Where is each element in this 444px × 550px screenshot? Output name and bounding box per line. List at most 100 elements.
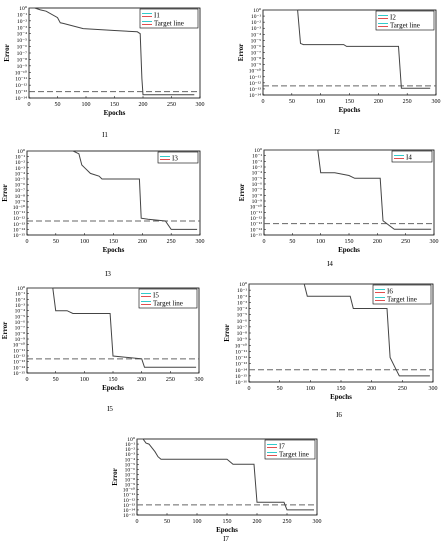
x-tick-label: 200	[138, 239, 147, 245]
y-tick-label: 10⁻⁸	[15, 331, 25, 337]
x-tick-label: 0	[248, 386, 251, 392]
y-tick-label: 10⁻⁴	[15, 309, 25, 315]
y-tick-label: 10⁻²	[237, 294, 247, 300]
y-tick-label: 10⁻¹⁰	[235, 342, 248, 349]
chart-panel-5: 10⁰10⁻¹10⁻²10⁻³10⁻⁴10⁻⁵10⁻⁶10⁻⁷10⁻⁸10⁻⁹1…	[1, 285, 204, 413]
x-tick-label: 250	[167, 239, 176, 245]
y-tick-label: 10⁻¹⁰	[250, 204, 263, 211]
x-tick-label: 200	[137, 377, 146, 383]
y-tick-label: 10⁻¹²	[123, 498, 135, 504]
x-tick-label: 0	[28, 102, 31, 108]
y-tick-label: 10⁻¹³	[15, 90, 27, 96]
x-tick-label: 150	[109, 377, 118, 383]
x-axis-label: Epochs	[330, 393, 352, 401]
y-tick-label: 10⁻¹³	[13, 360, 25, 366]
legend-entry: Target line	[154, 20, 184, 28]
y-tick-label: 10⁻³	[17, 25, 27, 31]
y-tick-label: 10⁻⁶	[125, 467, 135, 473]
legend-box	[375, 10, 435, 31]
x-tick-label: 150	[109, 239, 118, 245]
y-tick-label: 10⁻⁵	[17, 38, 27, 44]
panel-caption: I2	[334, 128, 340, 136]
y-tick-label: 10⁰	[239, 281, 248, 288]
y-tick-label: 10⁻⁴	[15, 171, 25, 177]
y-tick-label: 10⁻²	[125, 447, 135, 453]
y-tick-label: 10⁻¹⁴	[249, 93, 261, 99]
y-tick-label: 10⁻⁸	[251, 57, 261, 63]
plot-area-frame	[26, 150, 201, 236]
chart-panel-6: 10⁰10⁻¹10⁻²10⁻³10⁻⁴10⁻⁵10⁻⁶10⁻⁷10⁻⁸10⁻⁹1…	[223, 281, 438, 419]
y-axis-label: Error	[223, 324, 231, 341]
x-axis-label: Epochs	[103, 246, 125, 254]
y-axis-label: Error	[237, 44, 245, 61]
y-tick-label: 10⁻⁸	[15, 194, 25, 200]
y-tick-label: 10⁻³	[252, 165, 262, 171]
y-tick-label: 10⁻¹³	[123, 503, 135, 509]
legend-entry: I2	[390, 14, 396, 22]
chart-panel-4: 10⁰10⁻¹10⁻²10⁻³10⁻⁴10⁻⁵10⁻⁶10⁻⁷10⁻⁸10⁻⁹1…	[238, 147, 439, 268]
y-tick-label: 10⁻⁷	[237, 325, 247, 331]
y-tick-label: 10⁻¹¹	[249, 75, 261, 81]
y-tick-label: 10⁻¹⁰	[13, 204, 26, 211]
x-tick-label: 0	[263, 239, 266, 245]
legend-entry: Target line	[279, 451, 309, 459]
y-tick-label: 10⁻⁵	[125, 462, 135, 468]
y-tick-label: 10⁻¹⁴	[235, 368, 247, 374]
y-tick-label: 10⁻¹	[252, 154, 262, 160]
y-tick-label: 10⁻¹¹	[15, 77, 27, 83]
y-tick-label: 10⁻⁴	[251, 32, 261, 38]
y-tick-label: 10⁻¹⁴	[15, 96, 27, 102]
y-tick-label: 10⁻¹⁵	[123, 513, 135, 519]
x-tick-label: 200	[253, 519, 262, 525]
y-tick-label: 10⁻⁹	[125, 483, 135, 489]
y-tick-label: 10⁻¹¹	[13, 211, 25, 217]
legend-entry: I6	[387, 288, 393, 296]
legend-entry: Target line	[153, 300, 183, 308]
y-tick-label: 10⁻³	[251, 26, 261, 32]
y-tick-label: 10⁻¹	[251, 14, 261, 20]
x-tick-label: 100	[193, 519, 202, 525]
x-tick-label: 200	[374, 99, 383, 105]
x-axis-label: Epochs	[102, 384, 124, 392]
x-tick-label: 300	[429, 386, 438, 392]
x-axis-label: Epochs	[216, 526, 238, 534]
series-line-i3	[27, 150, 198, 230]
y-tick-label: 10⁻³	[125, 452, 135, 458]
y-tick-label: 10⁻⁶	[15, 320, 25, 326]
y-axis-label: Error	[3, 44, 11, 61]
y-tick-label: 10⁻¹⁰	[13, 342, 26, 349]
y-tick-label: 10⁻⁷	[252, 188, 262, 194]
x-tick-label: 50	[55, 102, 61, 108]
legend-box	[157, 151, 199, 164]
legend: I4	[391, 150, 433, 163]
x-tick-label: 100	[316, 99, 325, 105]
y-tick-label: 10⁻³	[237, 300, 247, 306]
y-tick-label: 10⁻¹⁵	[250, 233, 262, 239]
y-tick-label: 10⁻¹²	[249, 81, 261, 87]
y-tick-label: 10⁻²	[251, 20, 261, 26]
y-tick-label: 10⁻¹	[17, 12, 27, 18]
x-tick-label: 150	[345, 99, 354, 105]
legend-entry: I4	[406, 154, 412, 162]
legend-entry: I7	[279, 443, 285, 451]
plot-area-frame	[263, 149, 435, 236]
x-tick-label: 200	[367, 386, 376, 392]
x-tick-label: 0	[136, 519, 139, 525]
y-axis-label: Error	[111, 468, 119, 485]
y-tick-label: 10⁻⁵	[237, 313, 247, 319]
series-line-i4	[264, 149, 432, 230]
y-tick-label: 10⁻⁶	[251, 44, 261, 50]
y-tick-label: 10⁻⁴	[252, 171, 262, 177]
y-tick-label: 10⁻¹⁴	[123, 508, 135, 514]
panel-caption: I4	[327, 260, 333, 268]
x-tick-label: 0	[26, 239, 29, 245]
x-tick-label: 250	[401, 239, 410, 245]
y-tick-label: 10⁻⁷	[17, 51, 27, 57]
x-axis-label: Epochs	[104, 109, 126, 117]
y-tick-label: 10⁻¹⁰	[123, 487, 136, 494]
y-tick-label: 10⁻⁴	[237, 307, 247, 313]
y-tick-label: 10⁰	[19, 5, 28, 12]
